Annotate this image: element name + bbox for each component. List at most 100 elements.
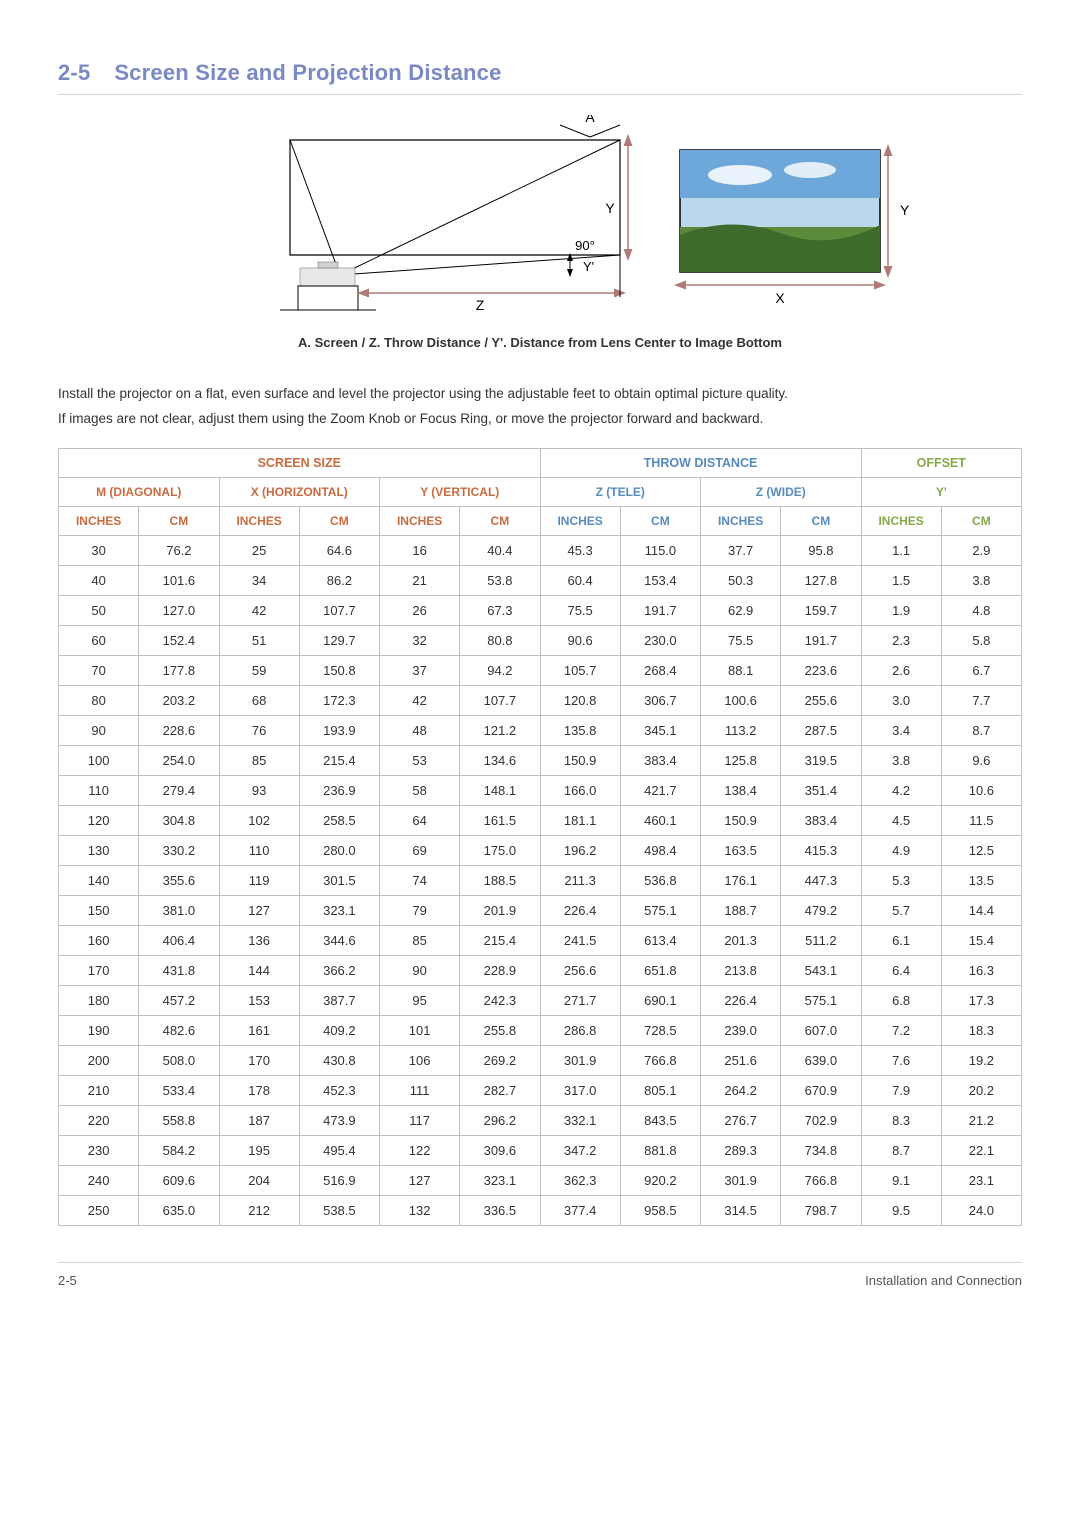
section-title: 2-5 Screen Size and Projection Distance <box>58 60 1022 95</box>
table-cell: 85 <box>219 745 299 775</box>
table-cell: 100 <box>59 745 139 775</box>
table-cell: 191.7 <box>620 595 700 625</box>
table-cell: 3.4 <box>861 715 941 745</box>
table-subgroup-header: M (DIAGONAL) <box>59 477 220 506</box>
table-row: 110279.493236.958148.1166.0421.7138.4351… <box>59 775 1022 805</box>
table-cell: 3.8 <box>941 565 1021 595</box>
table-cell: 843.5 <box>620 1105 700 1135</box>
table-cell: 479.2 <box>781 895 861 925</box>
table-unit-header: INCHES <box>540 506 620 535</box>
table-cell: 240 <box>59 1165 139 1195</box>
table-cell: 59 <box>219 655 299 685</box>
table-cell: 90.6 <box>540 625 620 655</box>
table-subgroup-header: Z (WIDE) <box>701 477 862 506</box>
table-cell: 172.3 <box>299 685 379 715</box>
table-cell: 228.9 <box>460 955 540 985</box>
table-cell: 64 <box>380 805 460 835</box>
table-cell: 317.0 <box>540 1075 620 1105</box>
table-cell: 37 <box>380 655 460 685</box>
table-cell: 64.6 <box>299 535 379 565</box>
projection-diagram: A Y 90° Y' Z <box>170 115 910 325</box>
table-cell: 4.8 <box>941 595 1021 625</box>
table-cell: 80 <box>59 685 139 715</box>
table-cell: 347.2 <box>540 1135 620 1165</box>
table-cell: 381.0 <box>139 895 219 925</box>
table-cell: 178 <box>219 1075 299 1105</box>
table-cell: 1.9 <box>861 595 941 625</box>
table-cell: 280.0 <box>299 835 379 865</box>
table-row: 80203.268172.342107.7120.8306.7100.6255.… <box>59 685 1022 715</box>
table-cell: 7.7 <box>941 685 1021 715</box>
table-cell: 287.5 <box>781 715 861 745</box>
table-cell: 558.8 <box>139 1105 219 1135</box>
table-cell: 473.9 <box>299 1105 379 1135</box>
table-cell: 32 <box>380 625 460 655</box>
table-cell: 138.4 <box>701 775 781 805</box>
table-unit-header: INCHES <box>701 506 781 535</box>
table-cell: 200 <box>59 1045 139 1075</box>
table-cell: 150 <box>59 895 139 925</box>
table-cell: 130 <box>59 835 139 865</box>
table-cell: 115.0 <box>620 535 700 565</box>
svg-text:X: X <box>775 290 785 306</box>
table-cell: 79 <box>380 895 460 925</box>
table-cell: 213.8 <box>701 955 781 985</box>
table-cell: 195 <box>219 1135 299 1165</box>
table-cell: 67.3 <box>460 595 540 625</box>
table-cell: 42 <box>219 595 299 625</box>
table-row: 180457.2153387.795242.3271.7690.1226.457… <box>59 985 1022 1015</box>
table-cell: 7.2 <box>861 1015 941 1045</box>
table-cell: 18.3 <box>941 1015 1021 1045</box>
table-group-row: SCREEN SIZETHROW DISTANCEOFFSET <box>59 448 1022 477</box>
table-cell: 74 <box>380 865 460 895</box>
table-cell: 37.7 <box>701 535 781 565</box>
table-cell: 734.8 <box>781 1135 861 1165</box>
table-cell: 383.4 <box>620 745 700 775</box>
table-cell: 42 <box>380 685 460 715</box>
table-cell: 69 <box>380 835 460 865</box>
table-cell: 309.6 <box>460 1135 540 1165</box>
table-cell: 176.1 <box>701 865 781 895</box>
table-cell: 228.6 <box>139 715 219 745</box>
table-cell: 255.6 <box>781 685 861 715</box>
table-cell: 122 <box>380 1135 460 1165</box>
table-cell: 86.2 <box>299 565 379 595</box>
table-row: 40101.63486.22153.860.4153.450.3127.81.5… <box>59 565 1022 595</box>
table-cell: 336.5 <box>460 1195 540 1225</box>
table-cell: 203.2 <box>139 685 219 715</box>
table-cell: 129.7 <box>299 625 379 655</box>
table-cell: 19.2 <box>941 1045 1021 1075</box>
table-cell: 538.5 <box>299 1195 379 1225</box>
table-cell: 95 <box>380 985 460 1015</box>
table-cell: 40 <box>59 565 139 595</box>
table-cell: 70 <box>59 655 139 685</box>
table-cell: 495.4 <box>299 1135 379 1165</box>
table-unit-header: INCHES <box>861 506 941 535</box>
table-cell: 323.1 <box>460 1165 540 1195</box>
table-cell: 50.3 <box>701 565 781 595</box>
table-cell: 766.8 <box>620 1045 700 1075</box>
table-cell: 127.0 <box>139 595 219 625</box>
table-cell: 301.5 <box>299 865 379 895</box>
table-cell: 127.8 <box>781 565 861 595</box>
table-cell: 161.5 <box>460 805 540 835</box>
table-cell: 148.1 <box>460 775 540 805</box>
table-cell: 152.4 <box>139 625 219 655</box>
svg-text:Y': Y' <box>583 259 594 274</box>
table-cell: 728.5 <box>620 1015 700 1045</box>
table-cell: 8.3 <box>861 1105 941 1135</box>
table-cell: 609.6 <box>139 1165 219 1195</box>
table-cell: 6.8 <box>861 985 941 1015</box>
table-cell: 230 <box>59 1135 139 1165</box>
table-cell: 50 <box>59 595 139 625</box>
table-unit-header: CM <box>620 506 700 535</box>
table-cell: 508.0 <box>139 1045 219 1075</box>
table-cell: 344.6 <box>299 925 379 955</box>
table-unit-header: INCHES <box>59 506 139 535</box>
table-cell: 387.7 <box>299 985 379 1015</box>
table-unit-header: CM <box>139 506 219 535</box>
table-cell: 239.0 <box>701 1015 781 1045</box>
table-cell: 254.0 <box>139 745 219 775</box>
table-cell: 241.5 <box>540 925 620 955</box>
table-cell: 5.8 <box>941 625 1021 655</box>
